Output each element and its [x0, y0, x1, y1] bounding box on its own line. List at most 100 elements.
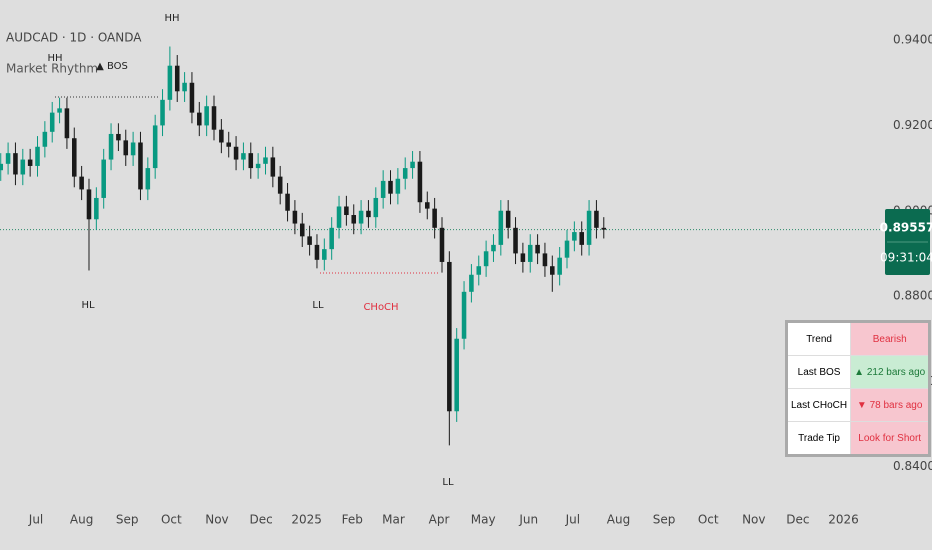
candle-body — [527, 244, 533, 262]
candle-body — [314, 244, 320, 260]
x-tick-label: Dec — [786, 513, 809, 527]
bos-label: ▲ BOS — [96, 61, 128, 72]
structure-label: HH — [47, 53, 62, 64]
x-tick-label: Jul — [565, 513, 580, 527]
table-value: Bearish — [850, 321, 931, 356]
x-tick-label: Mar — [382, 513, 405, 527]
x-tick-label: Sep — [653, 513, 676, 527]
price-tag-countdown: 09:31:04 — [880, 251, 932, 265]
candle-body — [42, 131, 48, 147]
candle-body — [233, 146, 239, 160]
candle-body — [20, 159, 26, 175]
x-tick-label: May — [471, 513, 496, 527]
price-tag-value: 0.89557 — [880, 221, 932, 235]
x-tick-label: Nov — [205, 513, 228, 527]
x-tick-label: Nov — [742, 513, 765, 527]
candle-body — [476, 266, 482, 275]
candle-body — [513, 227, 518, 254]
indicator-name: Market Rhythm — [6, 62, 98, 76]
candle-body — [520, 253, 526, 262]
table-label: Trade Tip — [785, 421, 852, 456]
candle-body — [542, 253, 548, 267]
candle-body — [366, 210, 371, 218]
candle-body — [432, 208, 437, 228]
candle-body — [454, 338, 459, 412]
candle-body — [145, 168, 151, 190]
candle-body — [307, 236, 312, 245]
candle-body — [557, 257, 562, 275]
candle-body — [101, 159, 106, 198]
candle-body — [64, 108, 70, 139]
x-tick-label: Oct — [698, 513, 719, 527]
candle-body — [71, 138, 77, 177]
candle-body — [219, 129, 224, 143]
info-table: Trend Bearish Last BOS ▲ 212 bars ago Last C… — [785, 320, 932, 457]
candle-body — [79, 176, 84, 190]
candle-body — [248, 153, 254, 169]
x-tick-label: Oct — [161, 513, 182, 527]
candle-body — [417, 161, 423, 203]
candle-body — [373, 197, 379, 218]
candle-body — [292, 210, 298, 224]
x-tick-label: Aug — [70, 513, 93, 527]
candle-body — [49, 112, 55, 132]
candle-body — [395, 178, 401, 194]
candle-body — [0, 163, 4, 171]
candle-body — [86, 189, 92, 220]
candle-body — [572, 232, 577, 241]
candle-body — [579, 232, 584, 245]
x-tick-label: Feb — [342, 513, 363, 527]
candle-body — [108, 133, 114, 160]
candle-body — [469, 274, 474, 292]
table-row: Trend Bearish — [785, 321, 931, 356]
candle-body — [447, 261, 452, 412]
table-value: Look for Short — [850, 421, 931, 456]
candle-body — [182, 82, 187, 92]
candle-body — [358, 210, 364, 224]
candle-body — [204, 106, 209, 126]
candle-body — [550, 266, 555, 275]
candle-body — [189, 82, 195, 113]
candle-body — [5, 153, 11, 164]
candle-body — [152, 125, 158, 169]
x-tick-label: Aug — [607, 513, 630, 527]
x-tick-label: 2025 — [291, 513, 322, 527]
candle-body — [424, 202, 430, 209]
candle-body — [410, 161, 415, 169]
structure-label: HL — [81, 300, 95, 311]
candle-body — [586, 210, 592, 245]
candle-body — [351, 215, 357, 224]
table-value: ▼ 78 bars ago — [850, 388, 931, 422]
candle-body — [211, 106, 217, 130]
candle-body — [601, 227, 607, 230]
candle-body — [380, 180, 386, 198]
chart-title: AUDCAD · 1D · OANDA — [6, 31, 142, 45]
candle-body — [94, 197, 99, 220]
table-row: Last BOS ▲ 212 bars ago — [785, 355, 931, 389]
candle-body — [461, 291, 467, 339]
candle-body — [255, 163, 261, 169]
candle-body — [505, 210, 511, 228]
candle-body — [498, 210, 504, 245]
candle-body — [277, 176, 283, 194]
table-row: Last CHoCH ▼ 78 bars ago — [785, 388, 931, 422]
structure-label: LL — [312, 300, 324, 311]
candle-body — [263, 157, 268, 164]
candle-body — [439, 227, 445, 262]
candle-body — [344, 206, 349, 216]
x-tick-label: Sep — [116, 513, 139, 527]
x-tick-label: Dec — [249, 513, 272, 527]
candle-body — [322, 249, 327, 260]
choch-label: CHoCH — [363, 302, 398, 313]
candle-body — [123, 140, 129, 156]
candle-body — [483, 251, 489, 267]
candle-body — [167, 65, 173, 100]
table-label: Last CHoCH — [785, 388, 852, 422]
candle-body — [594, 210, 599, 228]
candle-body — [13, 153, 18, 175]
structure-label: HH — [164, 13, 179, 24]
x-tick-label: Jul — [28, 513, 43, 527]
